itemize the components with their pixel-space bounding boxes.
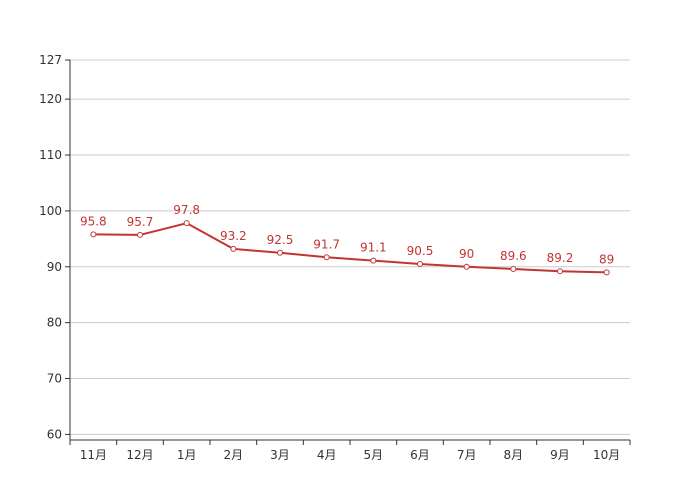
data-point xyxy=(183,220,190,227)
data-label: 89.6 xyxy=(500,249,527,263)
x-tick-label: 3月 xyxy=(270,448,290,462)
data-point xyxy=(277,249,283,256)
y-tick-label: 90 xyxy=(47,260,62,274)
y-tick-label: 120 xyxy=(39,92,62,106)
x-tick-label: 8月 xyxy=(504,448,524,462)
data-point xyxy=(417,260,423,267)
axes xyxy=(69,60,630,441)
y-tick-label: 127 xyxy=(39,53,62,67)
data-point xyxy=(323,254,330,261)
y-tick-label: 80 xyxy=(47,316,62,330)
data-point xyxy=(90,231,97,238)
data-label: 92.5 xyxy=(267,233,294,247)
data-label: 95.8 xyxy=(80,214,107,228)
data-label: 89 xyxy=(599,252,614,266)
data-label: 93.2 xyxy=(220,229,247,243)
data-label: 91.1 xyxy=(360,241,387,255)
data-point xyxy=(557,268,563,275)
data-labels: 95.8 95.7 97.8 93.2 92.5 91.7 91.1 90.5 90 89.6 89… xyxy=(80,203,614,266)
x-tick-label: 12月 xyxy=(126,448,153,462)
data-point xyxy=(370,257,377,264)
x-tick-label: 7月 xyxy=(457,448,477,462)
data-points xyxy=(90,220,610,276)
data-label: 91.7 xyxy=(313,237,340,251)
series-line-layer xyxy=(93,222,607,274)
x-tick-label: 6月 xyxy=(410,448,430,462)
data-label: 95.7 xyxy=(127,215,154,229)
data-point xyxy=(230,245,237,252)
y-tick-label: 100 xyxy=(39,204,62,218)
x-axis-ticks: 11月 12月 1月 2月 3月 4月 5月 6月 7月 8月 9月 10月 xyxy=(69,440,631,462)
y-tick-label: 70 xyxy=(47,372,62,386)
y-axis-ticks: 60 70 80 90 100 110 120 127 xyxy=(39,53,70,441)
y-tick-label: 110 xyxy=(39,148,62,162)
data-point xyxy=(137,231,143,238)
data-label: 90.5 xyxy=(407,244,434,258)
data-point xyxy=(603,269,610,276)
x-tick-label: 9月 xyxy=(550,448,570,462)
series-line xyxy=(93,222,607,274)
data-label: 90 xyxy=(459,247,474,261)
data-label: 89.2 xyxy=(547,251,574,265)
y-tick-label: 60 xyxy=(47,427,62,441)
x-tick-label: 10月 xyxy=(593,448,620,462)
x-tick-label: 2月 xyxy=(224,448,244,462)
grid-lines xyxy=(70,59,630,435)
data-point xyxy=(463,263,470,270)
x-tick-label: 11月 xyxy=(80,448,107,462)
x-tick-label: 4月 xyxy=(317,448,337,462)
x-tick-label: 1月 xyxy=(177,448,197,462)
data-label: 97.8 xyxy=(173,203,200,217)
data-point xyxy=(510,266,517,272)
x-tick-label: 5月 xyxy=(364,448,384,462)
